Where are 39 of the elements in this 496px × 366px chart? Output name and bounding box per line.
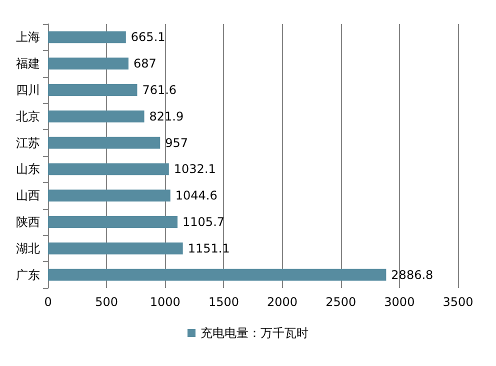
data-label: 1044.6 [175, 188, 218, 203]
bar [48, 84, 138, 96]
x-tick-label: 0 [44, 295, 52, 309]
data-label: 1032.1 [174, 162, 216, 176]
bar [48, 242, 183, 254]
data-label: 761.6 [142, 83, 177, 97]
x-tick-label: 1500 [208, 295, 239, 309]
bar [48, 216, 178, 228]
bar [48, 31, 126, 44]
bar [48, 163, 169, 176]
x-tick-label: 3000 [384, 295, 415, 309]
y-tick-label: 山西 [16, 188, 40, 203]
x-tick-label: 500 [95, 295, 118, 309]
y-tick-label: 上海 [16, 30, 40, 44]
legend-label: 充电电量：万千瓦时 [200, 326, 308, 340]
data-label: 2886.8 [391, 268, 434, 282]
bar [48, 268, 386, 281]
x-tick-label: 2500 [326, 295, 356, 309]
bar [48, 190, 170, 202]
y-tick-label: 福建 [16, 56, 40, 71]
y-tick-label: 广东 [16, 268, 40, 282]
data-label: 1151.1 [188, 241, 230, 256]
data-label: 821.9 [149, 109, 184, 124]
data-label: 1105.7 [182, 215, 225, 229]
y-tick-label: 北京 [16, 109, 40, 124]
y-tick-label: 陕西 [16, 215, 40, 229]
x-tick-label: 3500 [442, 295, 474, 309]
y-tick-label: 四川 [16, 83, 40, 97]
bar [48, 136, 160, 149]
y-tick-label: 湖北 [16, 241, 40, 256]
bar [48, 110, 144, 122]
y-tick-label: 山东 [16, 162, 40, 176]
x-tick-label: 1000 [150, 295, 180, 309]
data-label: 687 [133, 56, 156, 71]
bar [48, 58, 128, 70]
data-label: 665.1 [130, 30, 166, 44]
y-tick-label: 江苏 [16, 136, 40, 150]
data-label: 957 [165, 136, 188, 150]
x-tick-label: 2000 [267, 295, 298, 309]
